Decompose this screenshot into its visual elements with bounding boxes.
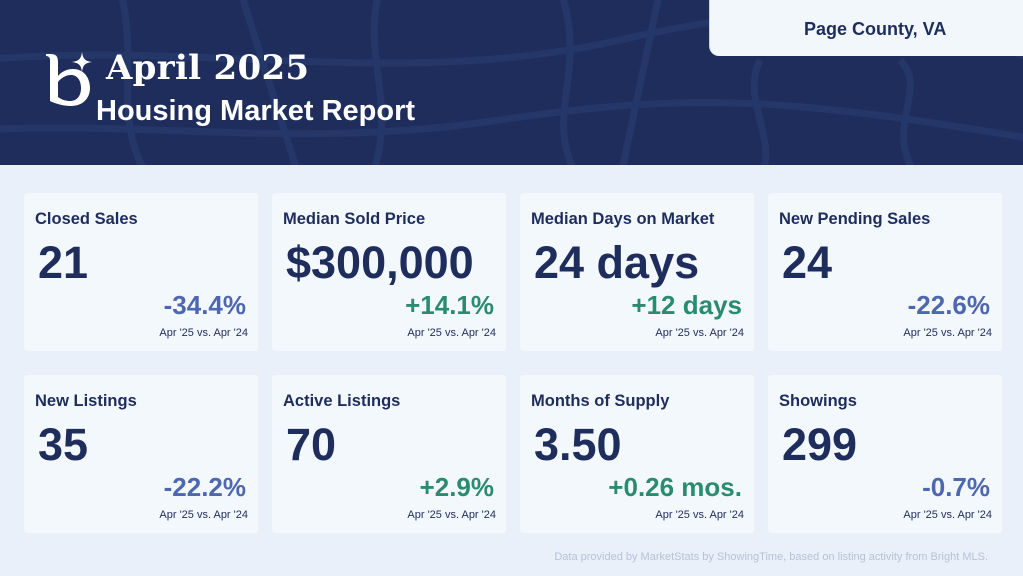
b-sparkle-logo-icon <box>46 52 92 106</box>
data-source-footnote: Data provided by MarketStats by ShowingT… <box>554 551 988 563</box>
metric-change: +12 days <box>631 290 742 320</box>
metric-label: New Listings <box>35 392 137 410</box>
metric-card-active-listings: Active Listings 70 +2.9% Apr '25 vs. Apr… <box>272 375 506 533</box>
metric-value: $300,000 <box>286 237 474 288</box>
metric-comparison-note: Apr '25 vs. Apr '24 <box>407 327 496 339</box>
metric-value: 35 <box>38 419 89 470</box>
metric-value: 3.50 <box>534 419 622 470</box>
metric-value: 70 <box>286 419 337 470</box>
metric-label: Closed Sales <box>35 210 138 228</box>
metric-comparison-note: Apr '25 vs. Apr '24 <box>159 327 248 339</box>
metric-value: 24 <box>782 237 833 288</box>
metric-card-showings: Showings 299 -0.7% Apr '25 vs. Apr '24 <box>768 375 1002 533</box>
metric-change: -34.4% <box>163 290 246 320</box>
report-month: April 2025 <box>106 48 310 88</box>
metric-card-new-pending-sales: New Pending Sales 24 -22.6% Apr '25 vs. … <box>768 193 1002 351</box>
report-title: Housing Market Report <box>96 95 416 127</box>
metric-label: Median Days on Market <box>531 210 715 228</box>
metric-value: 299 <box>782 419 858 470</box>
metric-label: Showings <box>779 392 857 410</box>
metric-change: +14.1% <box>405 290 494 320</box>
metric-card-closed-sales: Closed Sales 21 -34.4% Apr '25 vs. Apr '… <box>24 193 258 351</box>
metric-value: 24 days <box>534 237 700 288</box>
metric-comparison-note: Apr '25 vs. Apr '24 <box>903 509 992 521</box>
metric-card-median-sold-price: Median Sold Price $300,000 +14.1% Apr '2… <box>272 193 506 351</box>
metric-change: +0.26 mos. <box>608 472 742 502</box>
metric-change: +2.9% <box>419 472 494 502</box>
metric-card-median-days-on-market: Median Days on Market 24 days +12 days A… <box>520 193 754 351</box>
metric-comparison-note: Apr '25 vs. Apr '24 <box>655 327 744 339</box>
location-tab: Page County, VA <box>709 0 1023 56</box>
metric-value: 21 <box>38 237 89 288</box>
metric-comparison-note: Apr '25 vs. Apr '24 <box>655 509 744 521</box>
location-label: Page County, VA <box>804 19 947 39</box>
metric-comparison-note: Apr '25 vs. Apr '24 <box>407 509 496 521</box>
metric-label: New Pending Sales <box>779 210 931 228</box>
metric-label: Active Listings <box>283 392 401 410</box>
metric-card-months-of-supply: Months of Supply 3.50 +0.26 mos. Apr '25… <box>520 375 754 533</box>
metric-change: -0.7% <box>922 472 990 502</box>
metric-comparison-note: Apr '25 vs. Apr '24 <box>159 509 248 521</box>
metric-comparison-note: Apr '25 vs. Apr '24 <box>903 327 992 339</box>
metric-change: -22.2% <box>163 472 246 502</box>
metric-card-new-listings: New Listings 35 -22.2% Apr '25 vs. Apr '… <box>24 375 258 533</box>
metric-label: Median Sold Price <box>283 210 426 228</box>
metric-label: Months of Supply <box>531 392 670 410</box>
metric-change: -22.6% <box>907 290 990 320</box>
